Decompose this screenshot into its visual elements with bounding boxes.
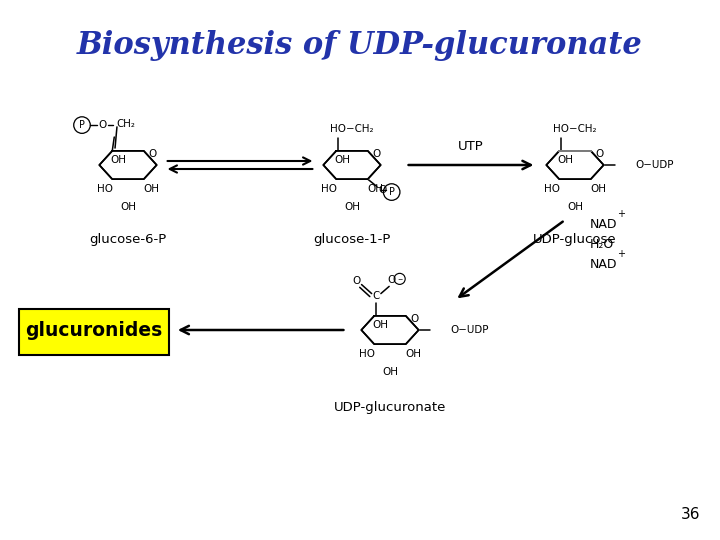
Text: OH: OH	[373, 320, 389, 330]
Polygon shape	[361, 316, 418, 344]
Text: HO−CH₂: HO−CH₂	[330, 124, 374, 134]
Text: glucose-6-P: glucose-6-P	[89, 233, 166, 246]
Text: H₂O: H₂O	[590, 239, 614, 252]
Text: HO: HO	[97, 184, 113, 194]
Text: O: O	[595, 149, 603, 159]
Text: glucose-1-P: glucose-1-P	[313, 233, 391, 246]
Text: O: O	[378, 185, 387, 195]
Text: OH: OH	[120, 202, 136, 212]
Polygon shape	[323, 151, 381, 179]
Polygon shape	[361, 316, 418, 344]
Text: C: C	[373, 291, 380, 301]
Text: O−UDP: O−UDP	[450, 325, 488, 335]
Text: 36: 36	[680, 507, 700, 522]
Text: OH: OH	[111, 156, 127, 165]
Text: HO: HO	[321, 184, 337, 194]
Text: +: +	[617, 249, 625, 259]
Text: CH₂: CH₂	[117, 119, 135, 129]
Text: O: O	[148, 149, 156, 159]
Text: UTP: UTP	[458, 140, 484, 153]
Polygon shape	[99, 151, 157, 179]
Text: P: P	[389, 187, 395, 197]
Polygon shape	[546, 151, 603, 179]
Text: O: O	[372, 149, 380, 159]
Text: −: −	[397, 276, 402, 281]
Polygon shape	[546, 151, 603, 179]
Text: O: O	[387, 275, 396, 285]
Text: glucuronides: glucuronides	[25, 321, 163, 341]
Text: HO−CH₂: HO−CH₂	[553, 124, 597, 134]
FancyBboxPatch shape	[19, 309, 169, 355]
Text: UDP-glucose: UDP-glucose	[534, 233, 617, 246]
Text: OH: OH	[335, 156, 351, 165]
Text: P: P	[79, 120, 85, 130]
Text: OH: OH	[344, 202, 360, 212]
Text: OH: OH	[590, 184, 606, 194]
Text: OH: OH	[558, 156, 574, 165]
Text: HO: HO	[359, 349, 375, 359]
Polygon shape	[323, 151, 381, 179]
Text: O: O	[352, 276, 360, 286]
Text: OH: OH	[567, 202, 583, 212]
Text: OH: OH	[367, 184, 383, 194]
Text: +: +	[617, 209, 625, 219]
Text: O: O	[98, 120, 107, 130]
Text: Biosynthesis of UDP-glucuronate: Biosynthesis of UDP-glucuronate	[77, 30, 643, 61]
Text: O: O	[410, 314, 418, 324]
Text: NAD: NAD	[590, 219, 618, 232]
Text: NAD: NAD	[590, 259, 618, 272]
Text: OH: OH	[405, 349, 421, 359]
Text: HO: HO	[544, 184, 560, 194]
Text: OH: OH	[143, 184, 159, 194]
Polygon shape	[99, 151, 157, 179]
Text: UDP-glucuronate: UDP-glucuronate	[334, 402, 446, 415]
Text: OH: OH	[382, 367, 398, 377]
Text: O−UDP: O−UDP	[635, 160, 673, 170]
